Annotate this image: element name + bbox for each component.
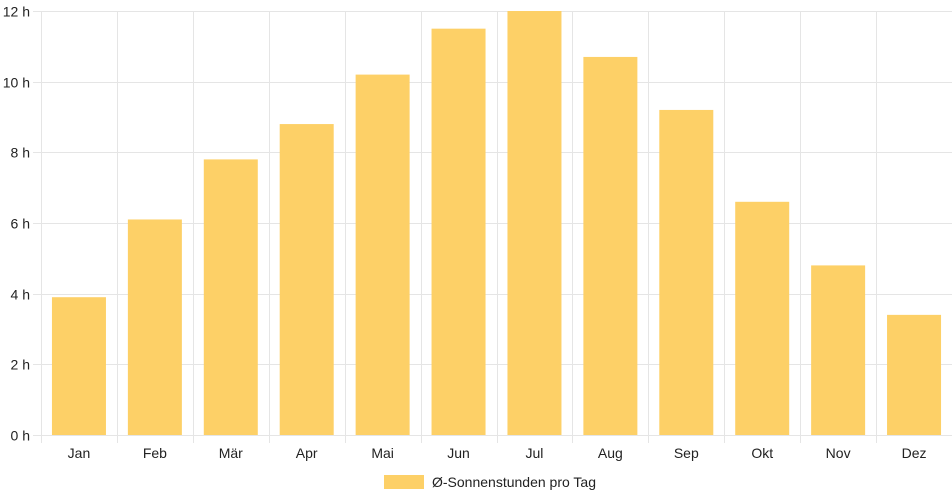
x-tick-label: Apr [296, 445, 318, 461]
bar [279, 124, 334, 436]
bar [811, 265, 866, 435]
x-tick-label: Dez [902, 445, 927, 461]
bar [127, 219, 182, 435]
bar [203, 159, 258, 435]
x-axis-ticks: Jan Feb Mär Apr Mai Jun Jul Aug Sep Okt Nov Dez [68, 445, 927, 461]
bar [659, 109, 714, 435]
legend[interactable]: Ø-Sonnenstunden pro Tag [0, 472, 952, 492]
legend-swatch [384, 475, 424, 489]
grid-lines [33, 11, 952, 443]
x-tick-label: Mär [219, 445, 243, 461]
x-tick-label: Sep [674, 445, 699, 461]
chart-plot: 0 h2 h4 h6 h8 h10 h12 h Jan Feb Mär Apr Mai J… [3, 4, 952, 461]
bar [887, 314, 942, 435]
y-axis-ticks: 0 h 2 h 4 h 6 h 8 h 10 h 12 h [3, 4, 30, 444]
bar [583, 56, 638, 435]
y-tick-label: 8 h [11, 145, 30, 161]
y-tick-label: 4 h [11, 287, 30, 303]
y-tick-label: 12 h [3, 4, 30, 20]
bar [355, 74, 410, 435]
x-tick-label: Okt [751, 445, 773, 461]
x-tick-label: Mai [371, 445, 394, 461]
x-tick-label: Feb [143, 445, 167, 461]
bar [431, 28, 486, 436]
bars [51, 11, 942, 436]
x-tick-label: Nov [826, 445, 851, 461]
x-tick-label: Jan [68, 445, 91, 461]
x-tick-label: Jul [526, 445, 544, 461]
bar [507, 11, 562, 435]
bar [51, 297, 106, 435]
x-tick-label: Aug [598, 445, 623, 461]
y-tick-label: 10 h [3, 75, 30, 91]
bar [735, 201, 790, 435]
y-tick-label: 6 h [11, 216, 30, 232]
y-tick-label: 0 h [11, 428, 30, 444]
y-tick-label: 2 h [11, 357, 30, 373]
x-tick-label: Jun [447, 445, 470, 461]
legend-label: Ø-Sonnenstunden pro Tag [432, 474, 596, 490]
